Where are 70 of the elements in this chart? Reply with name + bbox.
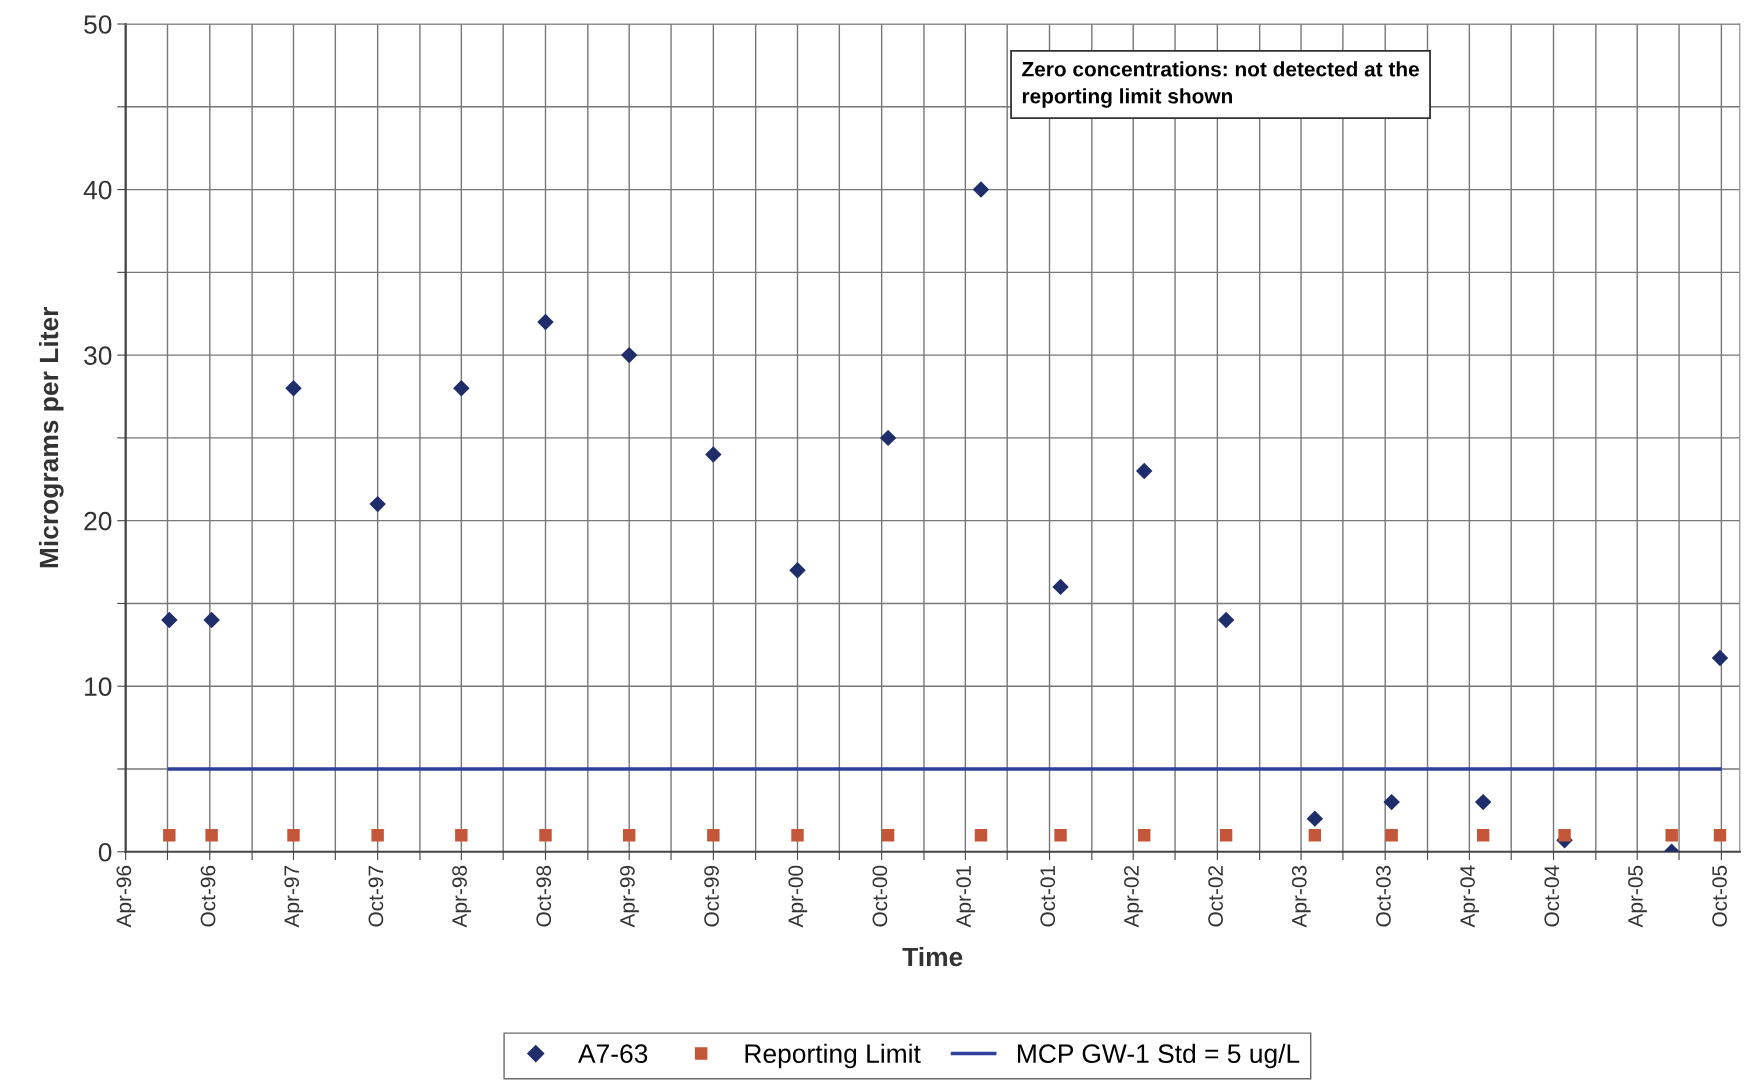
x-tick-label: Oct-97 [368,866,384,927]
point [371,828,384,842]
y-axis-title: Micrograms per Liter [38,307,64,568]
point [455,828,468,842]
x-tick-label: Oct-04 [1544,865,1560,927]
x-tick-label: Apr-00 [788,865,808,928]
point [1306,810,1324,827]
point [161,611,178,629]
x-tick-label: Oct-01 [1040,865,1056,927]
x-tick-label: Apr-98 [452,865,472,928]
x-tick-label: Apr-04 [1460,865,1480,928]
point [879,429,897,447]
x-tick-label: Apr-99 [620,865,639,928]
point [203,611,220,629]
point [1054,828,1067,842]
point [205,828,218,842]
point [1711,649,1729,667]
point [789,562,806,579]
point [1558,828,1571,842]
point [453,380,470,397]
y-tick-label: 10 [85,677,112,697]
point [1052,578,1069,596]
point [537,313,554,331]
point [539,828,552,842]
x-tick-label: Apr-96 [116,865,136,928]
point [1476,828,1490,842]
point [1385,828,1398,842]
point [1474,793,1492,811]
point [369,495,386,513]
point [1217,611,1235,629]
point [1138,828,1151,842]
x-tick-label: Oct-96 [200,865,216,927]
point [620,346,638,364]
point [705,446,722,463]
x-tick-label: Apr-05 [1628,865,1647,928]
x-tick-label: Apr-97 [284,866,304,928]
point [1665,828,1678,842]
point [1219,828,1233,842]
annotation: Zero concentrations: not detected at the reporting limit shown [1022,61,1419,108]
y-tick-label: 20 [84,511,112,531]
y-tick-label: 40 [83,180,112,200]
point [881,828,895,842]
x-tick-label: Oct-98 [536,865,552,927]
point [707,828,720,842]
point [1136,462,1153,480]
legend-label: Reporting Limit [745,1043,921,1069]
point [1713,828,1727,842]
point [163,828,176,842]
legend-label: MCP GW-1 Std = 5 ug/L [1018,1043,1300,1069]
x-tick-label: Oct-03 [1376,865,1391,927]
point [1308,828,1322,842]
point [791,828,804,842]
y-tick-label: 50 [84,15,112,34]
point [622,828,636,842]
point [974,828,988,842]
point [287,828,300,842]
x-tick-label: Apr-03 [1291,865,1311,928]
point [1383,793,1400,811]
x-tick-label: Apr-02 [1124,866,1143,928]
x-tick-label: Oct-99 [704,865,719,927]
x-tick-label: Oct-05 [1712,865,1727,927]
y-tick-label: 0 [98,842,112,862]
point [972,181,990,198]
x-axis-title: Time [902,946,963,967]
x-tick-label: Oct-02 [1208,866,1223,927]
x-tick-label: Apr-01 [956,865,976,928]
y-tick-label: 30 [84,346,112,365]
point [285,380,302,397]
legend-label: A7-63 [578,1044,648,1064]
x-tick-label: Oct-00 [872,865,888,927]
